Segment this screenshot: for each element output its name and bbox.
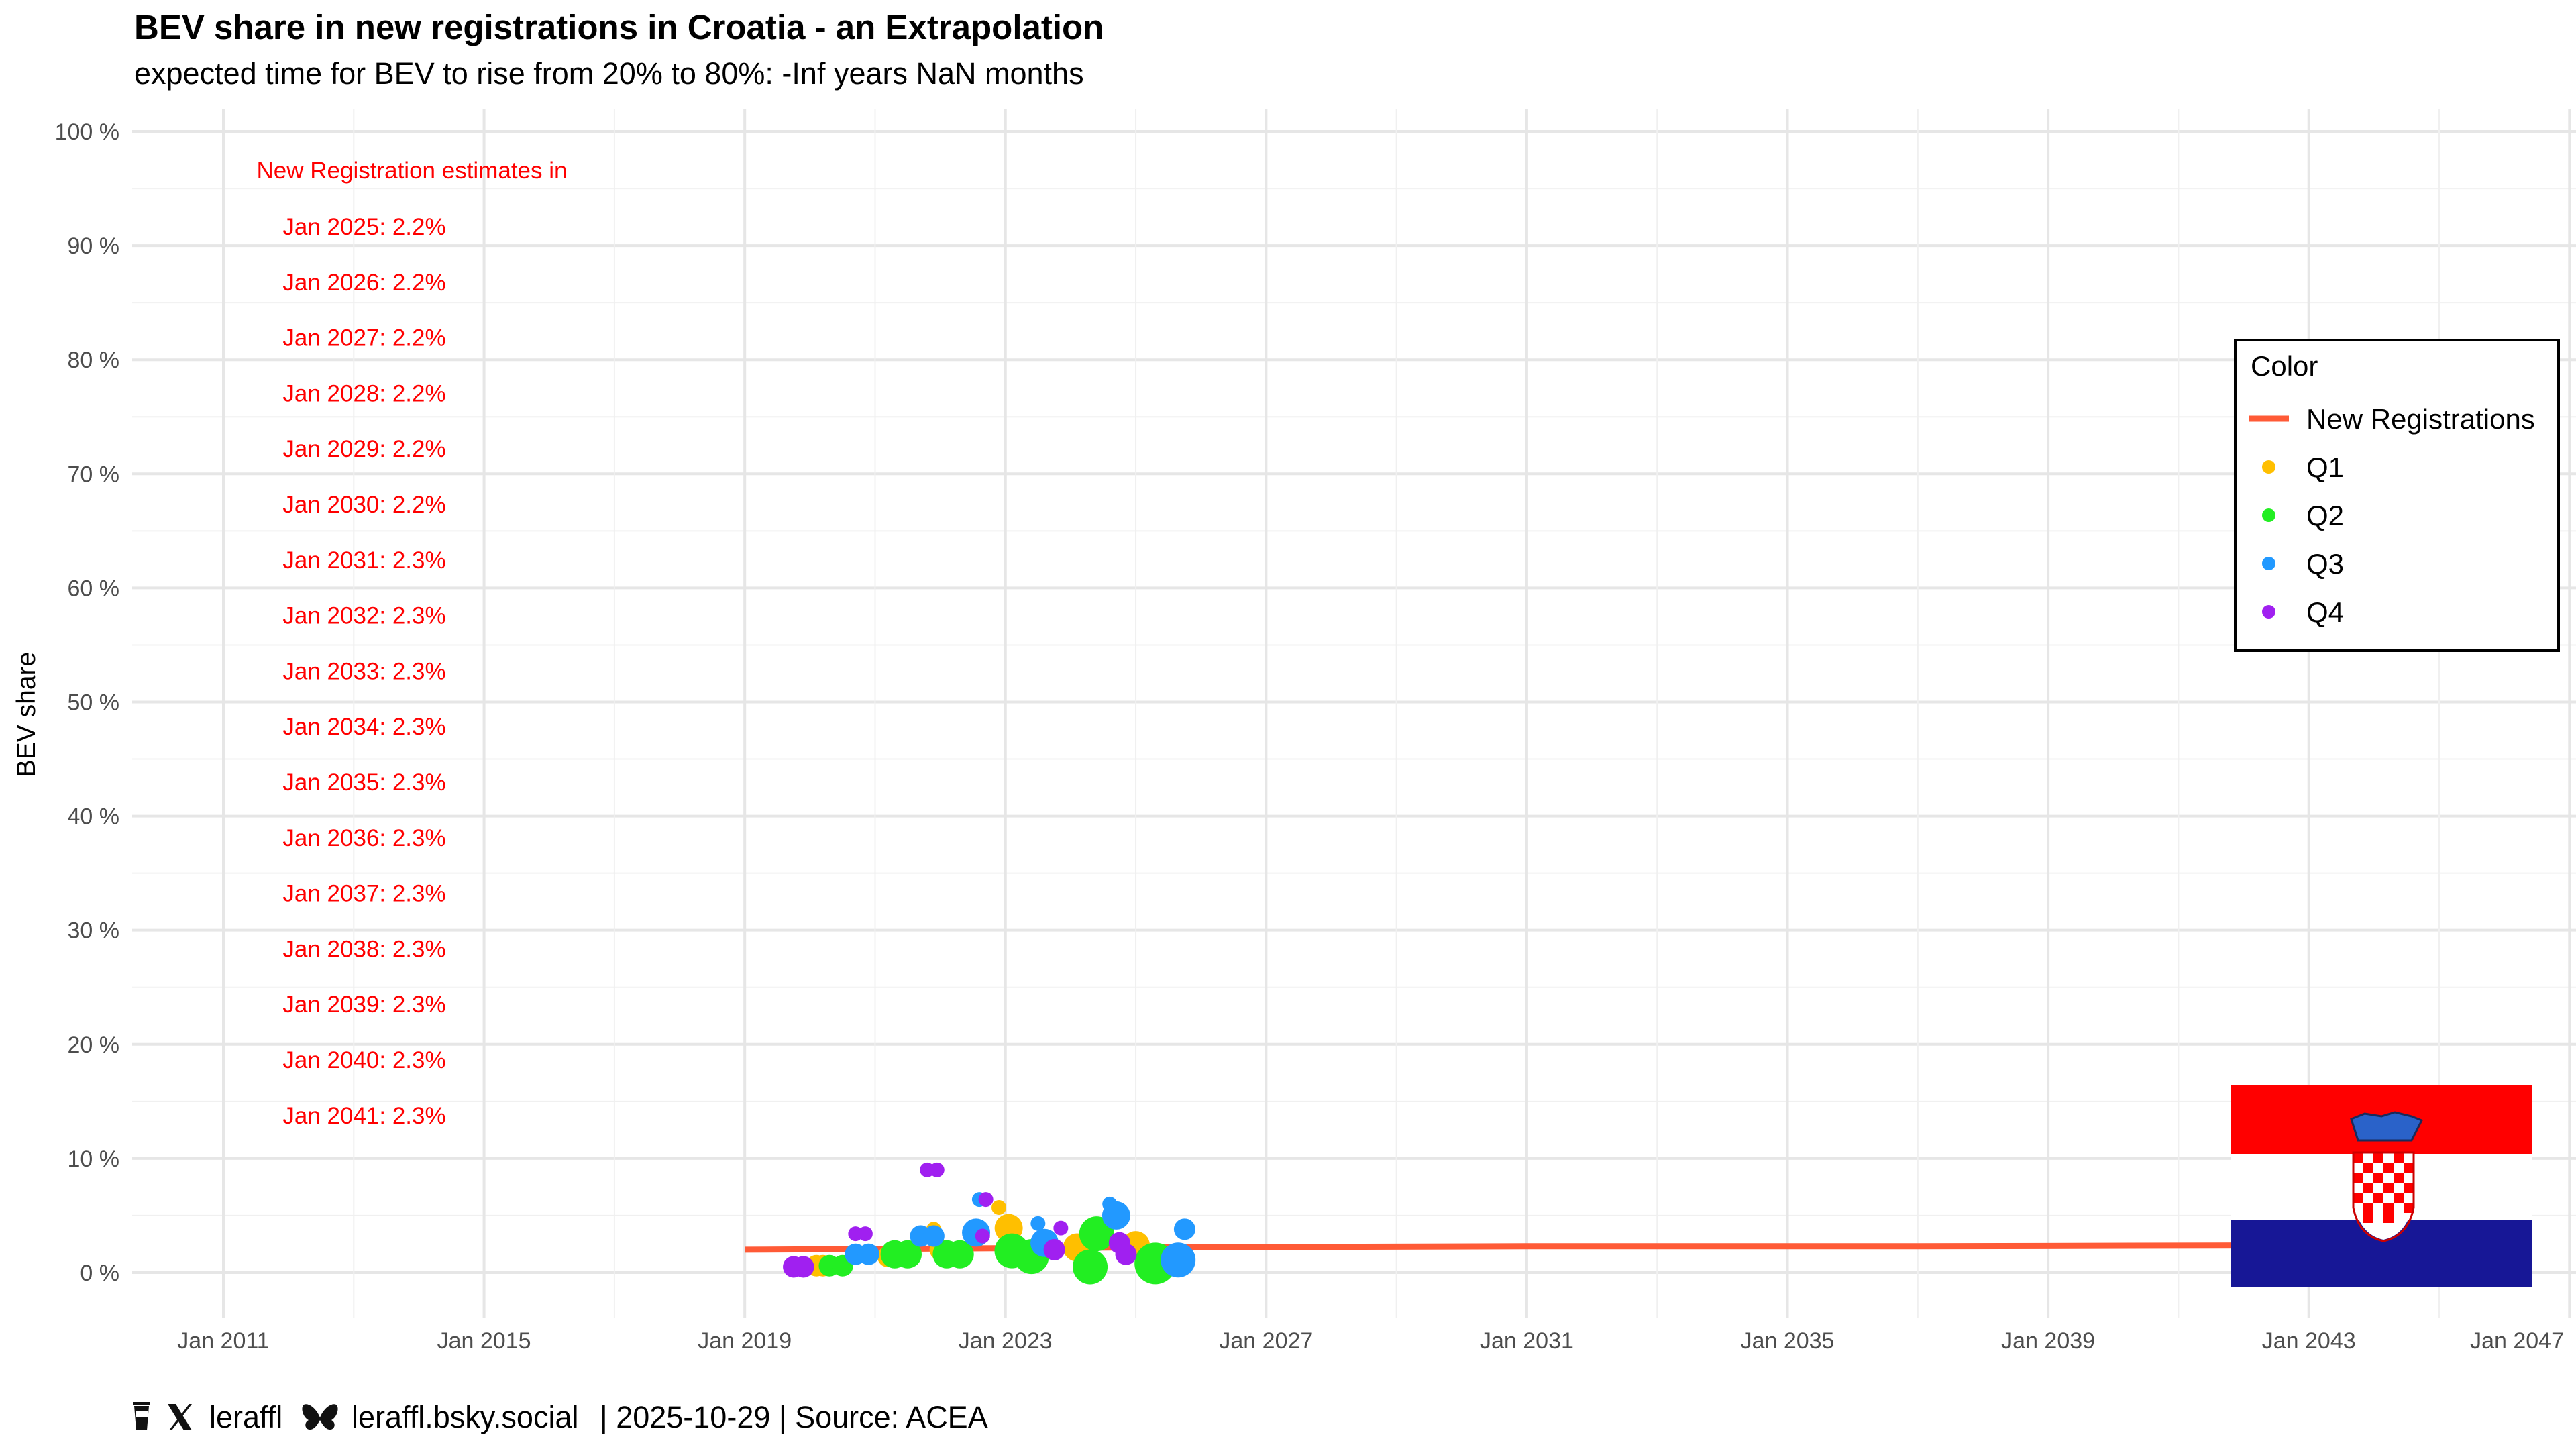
data-point-q4 — [1053, 1220, 1069, 1236]
data-point-q3 — [1102, 1201, 1130, 1230]
x-tick-label: Jan 2039 — [2001, 1328, 2095, 1354]
trend-line-new-registrations — [745, 1242, 2374, 1253]
legend-label: Q1 — [2306, 451, 2344, 483]
legend-label: Q3 — [2306, 548, 2344, 580]
croatia-flag-icon — [2231, 1085, 2532, 1287]
estimate-line: Jan 2032: 2.3% — [282, 603, 445, 629]
y-tick-label: 60 % — [68, 576, 120, 601]
legend-key-point — [2262, 460, 2275, 474]
caption: leraffl leraffl.bsky.social | 2025-10-29… — [133, 1400, 988, 1434]
chart-subtitle: expected time for BEV to rise from 20% t… — [134, 56, 1084, 91]
x-tick-label: Jan 2011 — [177, 1328, 269, 1354]
data-point-q4 — [975, 1228, 990, 1244]
estimate-line: Jan 2038: 2.3% — [282, 936, 445, 962]
y-tick-label: 0 % — [80, 1260, 119, 1286]
estimate-line: Jan 2035: 2.3% — [282, 769, 445, 796]
y-tick-label: 40 % — [68, 804, 120, 830]
data-point-q2 — [1079, 1216, 1114, 1252]
legend-label: Q4 — [2306, 596, 2344, 628]
legend-label: New Registrations — [2306, 403, 2535, 435]
y-tick-label: 30 % — [68, 918, 120, 944]
y-tick-label: 10 % — [68, 1146, 120, 1172]
estimates-annotation: New Registration estimates in Jan 2025: 2… — [257, 158, 568, 1129]
caption-date-source: | 2025-10-29 | Source: ACEA — [600, 1400, 988, 1434]
data-point-q3 — [1173, 1218, 1195, 1240]
legend-box — [2234, 339, 2560, 652]
estimate-line: Jan 2031: 2.3% — [282, 547, 445, 574]
points-layer — [783, 1162, 1196, 1285]
y-tick-label: 100 % — [55, 119, 119, 145]
y-tick-label: 20 % — [68, 1032, 120, 1058]
data-point-q4 — [857, 1226, 873, 1242]
x-tick-label: Jan 2043 — [2262, 1328, 2356, 1354]
legend-key-point — [2262, 605, 2275, 619]
x-tick-label: Jan 2047 — [2470, 1328, 2564, 1354]
legend: Color New Registrations Q1 Q2 Q3 Q4 — [2234, 339, 2560, 652]
x-tick-label: Jan 2035 — [1741, 1328, 1835, 1354]
estimates-header: New Registration estimates in — [257, 158, 568, 184]
x-logo-icon — [168, 1404, 192, 1430]
estimate-line: Jan 2028: 2.2% — [282, 380, 445, 407]
y-axis-title: BEV share — [12, 652, 41, 777]
x-tick-labels: Jan 2011 Jan 2015 Jan 2019 Jan 2023 Jan 2027… — [177, 1328, 2564, 1354]
estimate-line: Jan 2027: 2.2% — [282, 325, 445, 352]
estimate-line: Jan 2037: 2.3% — [282, 881, 445, 907]
data-point-q3 — [922, 1225, 945, 1247]
estimate-line: Jan 2036: 2.3% — [282, 825, 445, 851]
y-tick-label: 90 % — [68, 233, 120, 259]
estimate-line: Jan 2041: 2.3% — [282, 1103, 445, 1129]
legend-label: Q2 — [2306, 500, 2344, 531]
data-point-q2 — [1073, 1249, 1108, 1285]
data-point-q4 — [929, 1162, 945, 1177]
data-point-q3 — [857, 1243, 879, 1265]
estimate-line: Jan 2030: 2.2% — [282, 492, 445, 518]
estimate-line: Jan 2029: 2.2% — [282, 436, 445, 462]
estimate-line: Jan 2040: 2.3% — [282, 1047, 445, 1073]
estimate-line: Jan 2025: 2.2% — [282, 214, 445, 240]
legend-title: Color — [2251, 350, 2318, 382]
caption-handle-x: leraffl — [209, 1400, 282, 1434]
x-tick-label: Jan 2019 — [698, 1328, 792, 1354]
chart-title: BEV share in new registrations in Croati… — [134, 8, 1104, 46]
data-point-q3 — [1030, 1216, 1046, 1231]
bluesky-butterfly-icon — [302, 1404, 338, 1430]
x-tick-label: Jan 2015 — [437, 1328, 531, 1354]
data-point-q4 — [1043, 1238, 1065, 1260]
trend-layer — [745, 1242, 2374, 1253]
data-point-q2 — [894, 1240, 922, 1269]
estimate-line: Jan 2033: 2.3% — [282, 658, 445, 684]
y-tick-label: 80 % — [68, 347, 120, 373]
legend-key-point — [2262, 508, 2275, 522]
data-point-q4 — [978, 1192, 994, 1208]
data-point-q4 — [1115, 1243, 1137, 1265]
y-tick-label: 70 % — [68, 462, 120, 487]
legend-key-point — [2262, 557, 2275, 570]
x-tick-label: Jan 2023 — [959, 1328, 1053, 1354]
gridlines — [132, 109, 2576, 1318]
x-tick-label: Jan 2027 — [1219, 1328, 1313, 1354]
data-point-q3 — [1161, 1242, 1196, 1278]
estimate-line: Jan 2039: 2.3% — [282, 991, 445, 1018]
y-tick-labels: 0 % 10 % 20 % 30 % 40 % 50 % 60 % 70 % 80 % 90 % 1… — [55, 119, 119, 1286]
x-tick-label: Jan 2031 — [1480, 1328, 1574, 1354]
data-point-q1 — [991, 1200, 1007, 1216]
estimate-line: Jan 2026: 2.2% — [282, 270, 445, 296]
coffee-cup-icon — [133, 1402, 150, 1430]
estimate-line: Jan 2034: 2.3% — [282, 714, 445, 740]
y-tick-label: 50 % — [68, 690, 120, 715]
data-point-q2 — [945, 1240, 974, 1269]
caption-handle-bsky: leraffl.bsky.social — [352, 1400, 578, 1434]
data-point-q4 — [792, 1256, 814, 1278]
